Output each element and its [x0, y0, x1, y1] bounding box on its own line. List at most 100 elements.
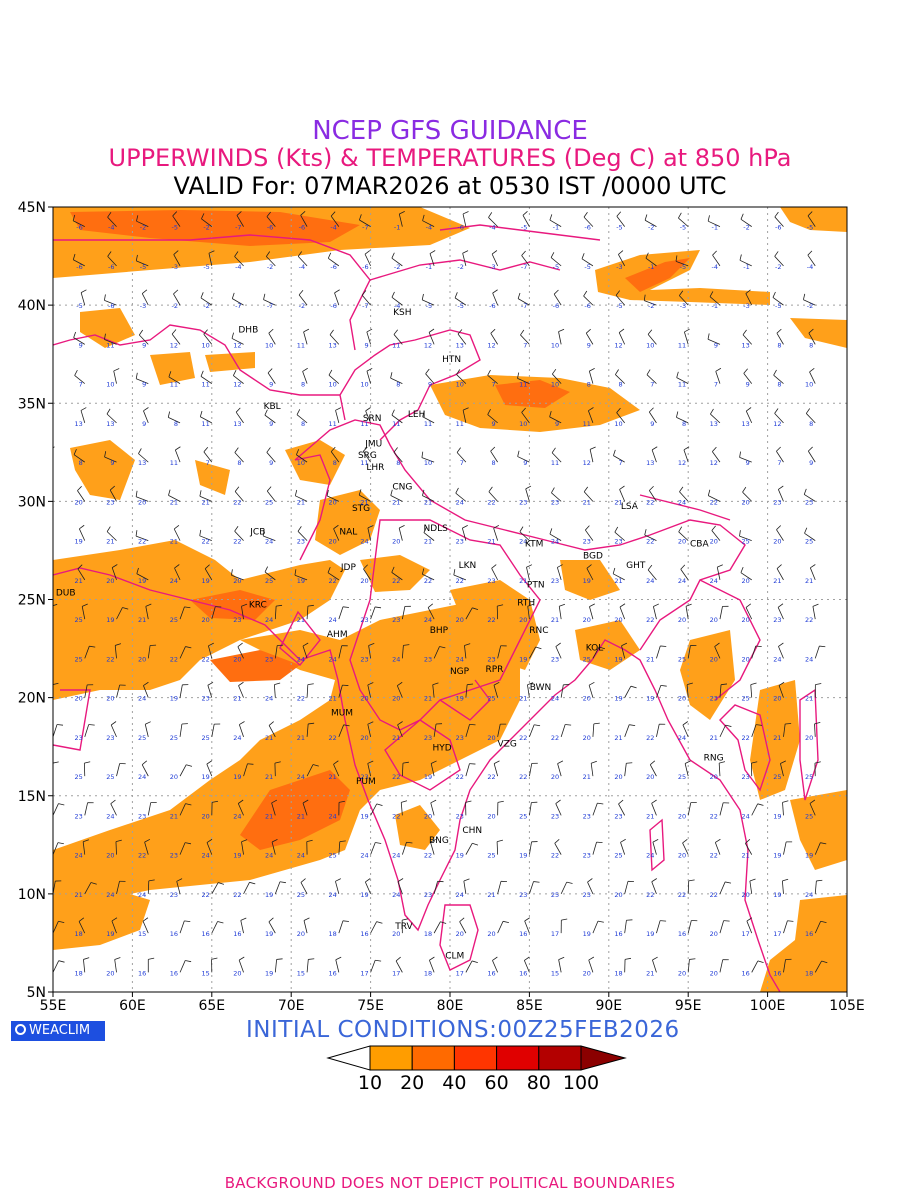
colorbar-label: 40: [442, 1072, 466, 1094]
temperature-value: 22: [456, 577, 464, 585]
temperature-value: 24: [360, 538, 368, 546]
temperature-value: 25: [487, 695, 495, 703]
temperature-value: 11: [519, 381, 527, 389]
temperature-value: 11: [170, 381, 178, 389]
temperature-value: 10: [297, 459, 305, 467]
temperature-value: 23: [583, 538, 591, 546]
temperature-value: 21: [265, 773, 273, 781]
temperature-value: 16: [487, 969, 495, 977]
weaclim-logo: WEACLIM: [11, 1021, 105, 1041]
temperature-value: 21: [710, 734, 718, 742]
temperature-value: 20: [233, 969, 241, 977]
temperature-value: 24: [710, 577, 718, 585]
temperature-value: 10: [265, 341, 273, 349]
temperature-value: 21: [646, 969, 654, 977]
temperature-value: 22: [805, 616, 813, 624]
temperature-value: 20: [43, 812, 51, 820]
temperature-value: 16: [741, 969, 749, 977]
temperature-value: 23: [74, 812, 82, 820]
temperature-value: 22: [646, 616, 654, 624]
temperature-value: 23: [392, 616, 400, 624]
temperature-value: -5: [584, 263, 590, 271]
colorbar-segment: [412, 1046, 454, 1070]
temperature-value: 21: [106, 538, 114, 546]
temperature-value: 24: [392, 852, 400, 860]
temperature-value: 23: [297, 538, 305, 546]
city-label: HTN: [442, 355, 461, 365]
temperature-value: 24: [773, 655, 781, 663]
temperature-value: 24: [265, 852, 273, 860]
city-label: JDP: [340, 563, 357, 573]
temperature-value: 23: [233, 616, 241, 624]
city-label: SRG: [358, 451, 377, 461]
temperature-value: 23: [360, 616, 368, 624]
temperature-value: 17: [551, 930, 559, 938]
temperature-value: 24: [456, 891, 464, 899]
temperature-value: 23: [614, 538, 622, 546]
temperature-value: 20: [360, 695, 368, 703]
city-label: KOL: [586, 644, 604, 654]
temperature-value: 25: [138, 734, 146, 742]
city-label: RNC: [529, 626, 548, 636]
temperature-value: 20: [138, 498, 146, 506]
temperature-value: 22: [424, 577, 432, 585]
temperature-value: 19: [170, 695, 178, 703]
temperature-value: 23: [551, 577, 559, 585]
temperature-value: 13: [646, 459, 654, 467]
temperature-value: 25: [805, 773, 813, 781]
temperature-value: 8: [396, 381, 400, 389]
wind-barb-flag: [42, 371, 44, 377]
temperature-value: 22: [329, 577, 337, 585]
temperature-value: -1: [711, 224, 717, 232]
temperature-value: 21: [329, 773, 337, 781]
temperature-value: 19: [233, 773, 241, 781]
temperature-value: -1: [553, 224, 559, 232]
city-label: GHT: [626, 561, 646, 571]
temperature-value: 23: [583, 852, 591, 860]
temperature-value: 24: [233, 734, 241, 742]
temperature-value: 23: [583, 812, 591, 820]
temperature-value: 24: [646, 577, 654, 585]
temperature-value: 11: [43, 420, 51, 428]
temperature-value: 25: [678, 655, 686, 663]
lon-label: 80E: [437, 998, 464, 1014]
temperature-value: 23: [773, 616, 781, 624]
temperature-value: 25: [74, 655, 82, 663]
temperature-value: 20: [202, 812, 210, 820]
temperature-value: 22: [392, 773, 400, 781]
colorbar-label: 10: [358, 1072, 382, 1094]
temperature-value: 17: [392, 969, 400, 977]
temperature-value: -1: [743, 263, 749, 271]
temperature-value: 20: [202, 616, 210, 624]
temperature-value: 7: [47, 341, 51, 349]
temperature-value: 11: [202, 381, 210, 389]
temperature-value: 8: [809, 420, 813, 428]
temperature-value: -6: [299, 224, 305, 232]
lon-label: 55E: [40, 998, 67, 1014]
temperature-value: -5: [521, 224, 527, 232]
temperature-value: 24: [138, 773, 146, 781]
temperature-value: 24: [678, 498, 686, 506]
temperature-value: 15: [551, 969, 559, 977]
temperature-value: 21: [487, 538, 495, 546]
temperature-value: 20: [392, 538, 400, 546]
temperature-value: 24: [392, 655, 400, 663]
wind-barb-staff: [49, 450, 53, 462]
temperature-value: 19: [265, 969, 273, 977]
temperature-value: 23: [805, 498, 813, 506]
logo-text: WEACLIM: [29, 1023, 90, 1038]
temperature-value: 20: [424, 812, 432, 820]
temperature-value: 23: [43, 577, 51, 585]
temperature-value: 21: [170, 538, 178, 546]
temperature-value: 22: [202, 538, 210, 546]
temperature-value: 9: [650, 420, 654, 428]
temperature-value: 21: [297, 616, 305, 624]
temperature-value: 18: [805, 969, 813, 977]
temperature-value: 20: [741, 891, 749, 899]
temperature-value: -6: [553, 302, 559, 310]
temperature-value: 11: [170, 459, 178, 467]
temperature-value: -7: [521, 263, 527, 271]
temperature-value: 23: [551, 655, 559, 663]
temperature-value: -2: [267, 263, 273, 271]
city-label: JCB: [249, 528, 265, 538]
